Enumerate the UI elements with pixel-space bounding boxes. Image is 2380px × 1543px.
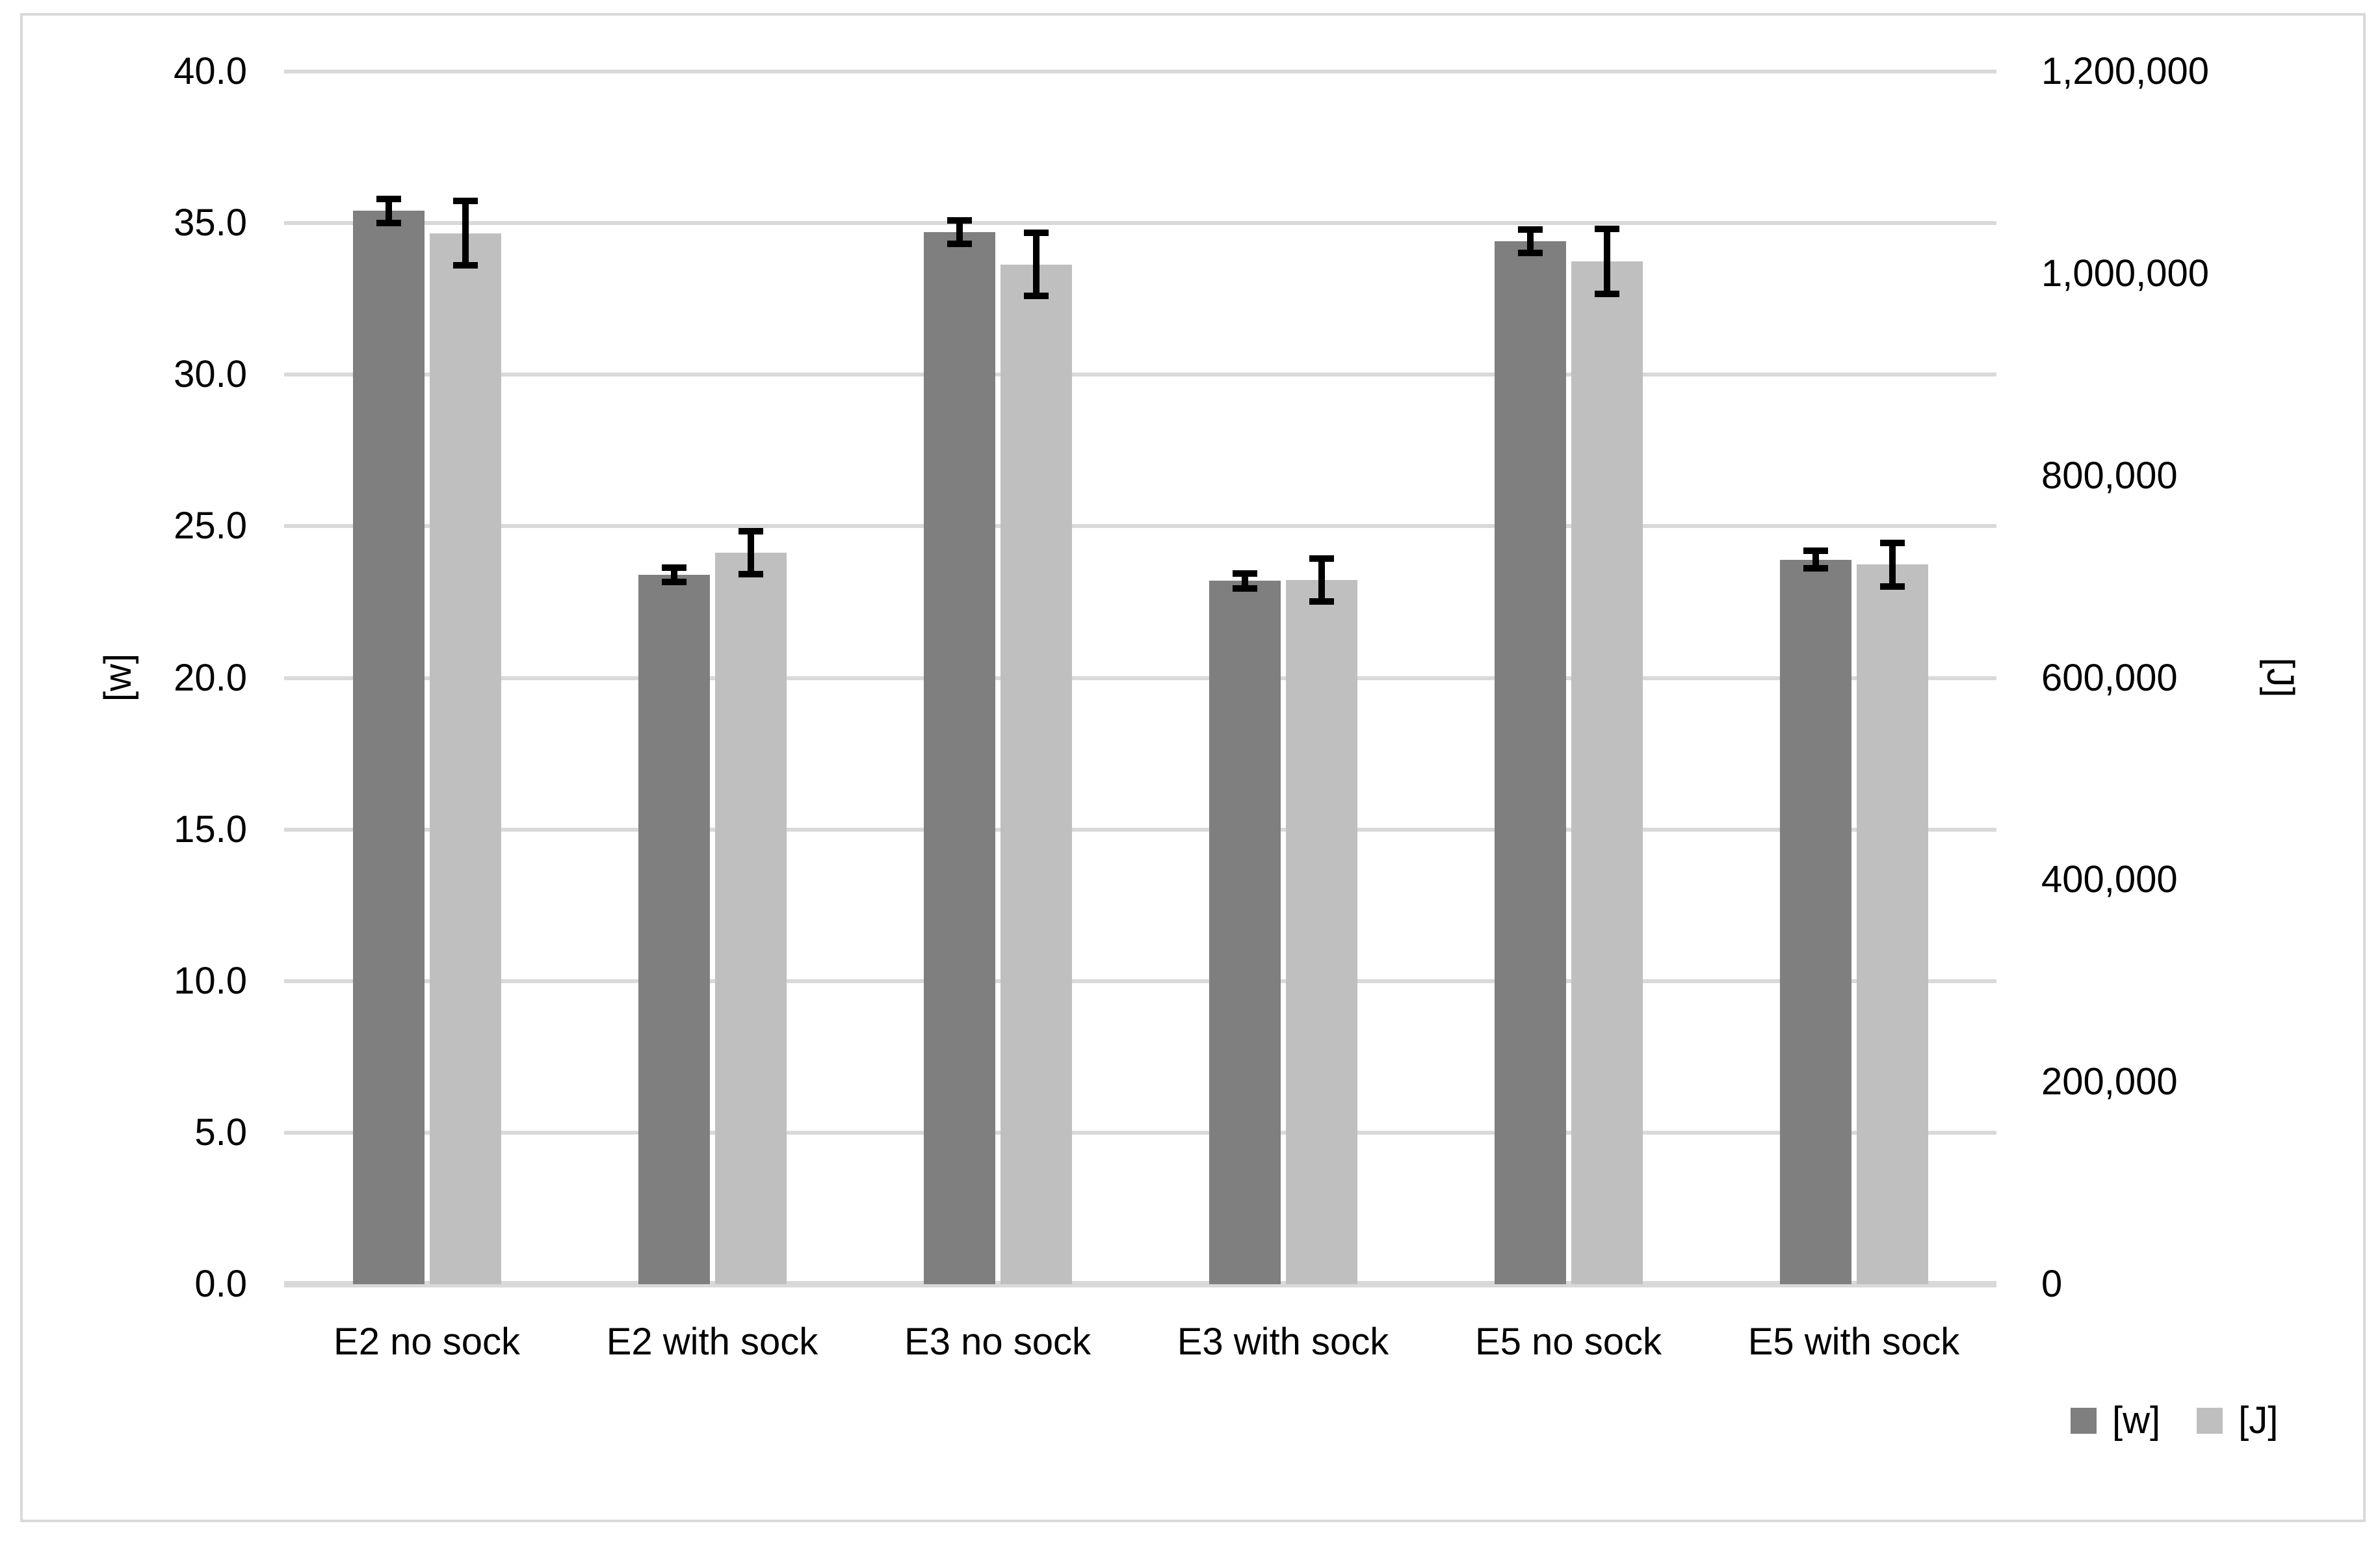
bar-j-3-error-bar [1309, 555, 1334, 605]
plot-area [284, 70, 1996, 1287]
bar-j-2-error-bar [1023, 230, 1049, 300]
bar-j-0-error-bar [452, 198, 478, 269]
bar-w-3-error-bar [1232, 570, 1257, 592]
bar-w-5-error-bar [1803, 547, 1828, 572]
gridline [284, 676, 1996, 680]
error-bar-cap [1232, 585, 1257, 592]
y-axis-left-tick-label: 40.0 [174, 50, 247, 92]
bar-j-1-error-bar [738, 527, 763, 577]
error-bar-cap [1594, 291, 1619, 298]
legend-swatch-w-icon [2071, 1408, 2097, 1434]
legend-item-w[interactable]: [w] [2071, 1399, 2160, 1442]
bar-j-2[interactable] [1000, 264, 1072, 1284]
legend-swatch-j-icon [2197, 1408, 2223, 1434]
error-bar-cap [1023, 293, 1049, 300]
error-bar-cap [1803, 565, 1828, 572]
bar-j-1[interactable] [714, 552, 787, 1284]
gridline [284, 373, 1996, 377]
x-axis-category-label: E5 no sock [1475, 1321, 1662, 1363]
bar-w-2[interactable] [923, 232, 995, 1284]
bar-w-0[interactable] [352, 211, 425, 1284]
bar-j-5[interactable] [1856, 564, 1928, 1284]
gridline [284, 524, 1996, 529]
error-bar-line [1318, 555, 1325, 605]
y-axis-right-title: [J] [2259, 657, 2301, 698]
y-axis-right-tick-label: 400,000 [2041, 858, 2178, 901]
y-axis-right-tick-label: 0 [2041, 1263, 2063, 1305]
gridline [284, 221, 1996, 226]
error-bar-cap [376, 219, 401, 226]
y-axis-right-tick-label: 1,000,000 [2041, 252, 2210, 295]
x-axis-category-label: E2 with sock [606, 1321, 818, 1363]
bar-w-0-error-bar [376, 196, 401, 226]
x-axis-category-label: E2 no sock [333, 1321, 520, 1363]
y-axis-right-tick-label: 1,200,000 [2041, 50, 2210, 92]
error-bar-line [1889, 540, 1896, 590]
gridline [284, 1130, 1996, 1135]
error-bar-line [747, 527, 754, 577]
bar-j-4[interactable] [1571, 261, 1643, 1284]
x-axis-category-label: E3 with sock [1177, 1321, 1389, 1363]
bar-w-1-error-bar [661, 564, 687, 586]
error-bar-line [1241, 570, 1248, 592]
y-axis-left-title: [w] [97, 653, 139, 702]
error-bar-line [956, 217, 963, 248]
error-bar-cap [1517, 250, 1543, 257]
gridline [284, 70, 1996, 73]
bar-w-1[interactable] [638, 574, 710, 1284]
error-bar-cap [947, 241, 972, 248]
y-axis-right-tick-label: 600,000 [2041, 656, 2178, 699]
y-axis-left-tick-label: 20.0 [174, 656, 247, 699]
legend-item-j[interactable]: [J] [2197, 1399, 2278, 1442]
x-axis-line [284, 1281, 1996, 1287]
y-axis-left-tick-label: 25.0 [174, 505, 247, 547]
error-bar-line [462, 198, 469, 269]
bar-j-0[interactable] [429, 233, 501, 1284]
y-axis-left-tick-label: 5.0 [194, 1111, 247, 1154]
legend: [w] [J] [2071, 1399, 2278, 1442]
error-bar-cap [1879, 583, 1905, 590]
error-bar-line [1032, 230, 1040, 300]
y-axis-left-tick-label: 15.0 [174, 808, 247, 851]
bar-w-2-error-bar [947, 217, 972, 248]
bar-j-4-error-bar [1594, 226, 1619, 298]
bar-w-4-error-bar [1517, 226, 1543, 257]
y-axis-left-tick-label: 10.0 [174, 959, 247, 1002]
x-axis-category-label: E3 no sock [904, 1321, 1091, 1363]
y-axis-right-tick-label: 800,000 [2041, 454, 2178, 497]
y-axis-left-tick-label: 30.0 [174, 353, 247, 396]
legend-label-j: [J] [2238, 1399, 2279, 1442]
error-bar-line [1526, 226, 1534, 257]
bar-w-3[interactable] [1209, 581, 1281, 1284]
error-bar-line [670, 564, 677, 586]
error-bar-cap [1309, 598, 1334, 605]
error-bar-cap [452, 262, 478, 269]
error-bar-line [1603, 226, 1610, 298]
error-bar-line [385, 196, 392, 226]
y-axis-right-tick-label: 200,000 [2041, 1061, 2178, 1103]
gridline [284, 827, 1996, 832]
x-axis-category-label: E5 with sock [1747, 1321, 1960, 1363]
gridline [284, 979, 1996, 983]
error-bar-cap [738, 570, 763, 577]
bar-j-5-error-bar [1879, 540, 1905, 590]
bar-w-4[interactable] [1494, 241, 1566, 1284]
y-axis-left-tick-label: 35.0 [174, 202, 247, 244]
y-axis-left-tick-label: 0.0 [194, 1263, 247, 1305]
error-bar-cap [661, 579, 687, 586]
bar-w-5[interactable] [1779, 559, 1851, 1284]
error-bar-line [1812, 547, 1819, 572]
legend-label-w: [w] [2112, 1399, 2161, 1442]
bar-j-3[interactable] [1285, 579, 1357, 1284]
